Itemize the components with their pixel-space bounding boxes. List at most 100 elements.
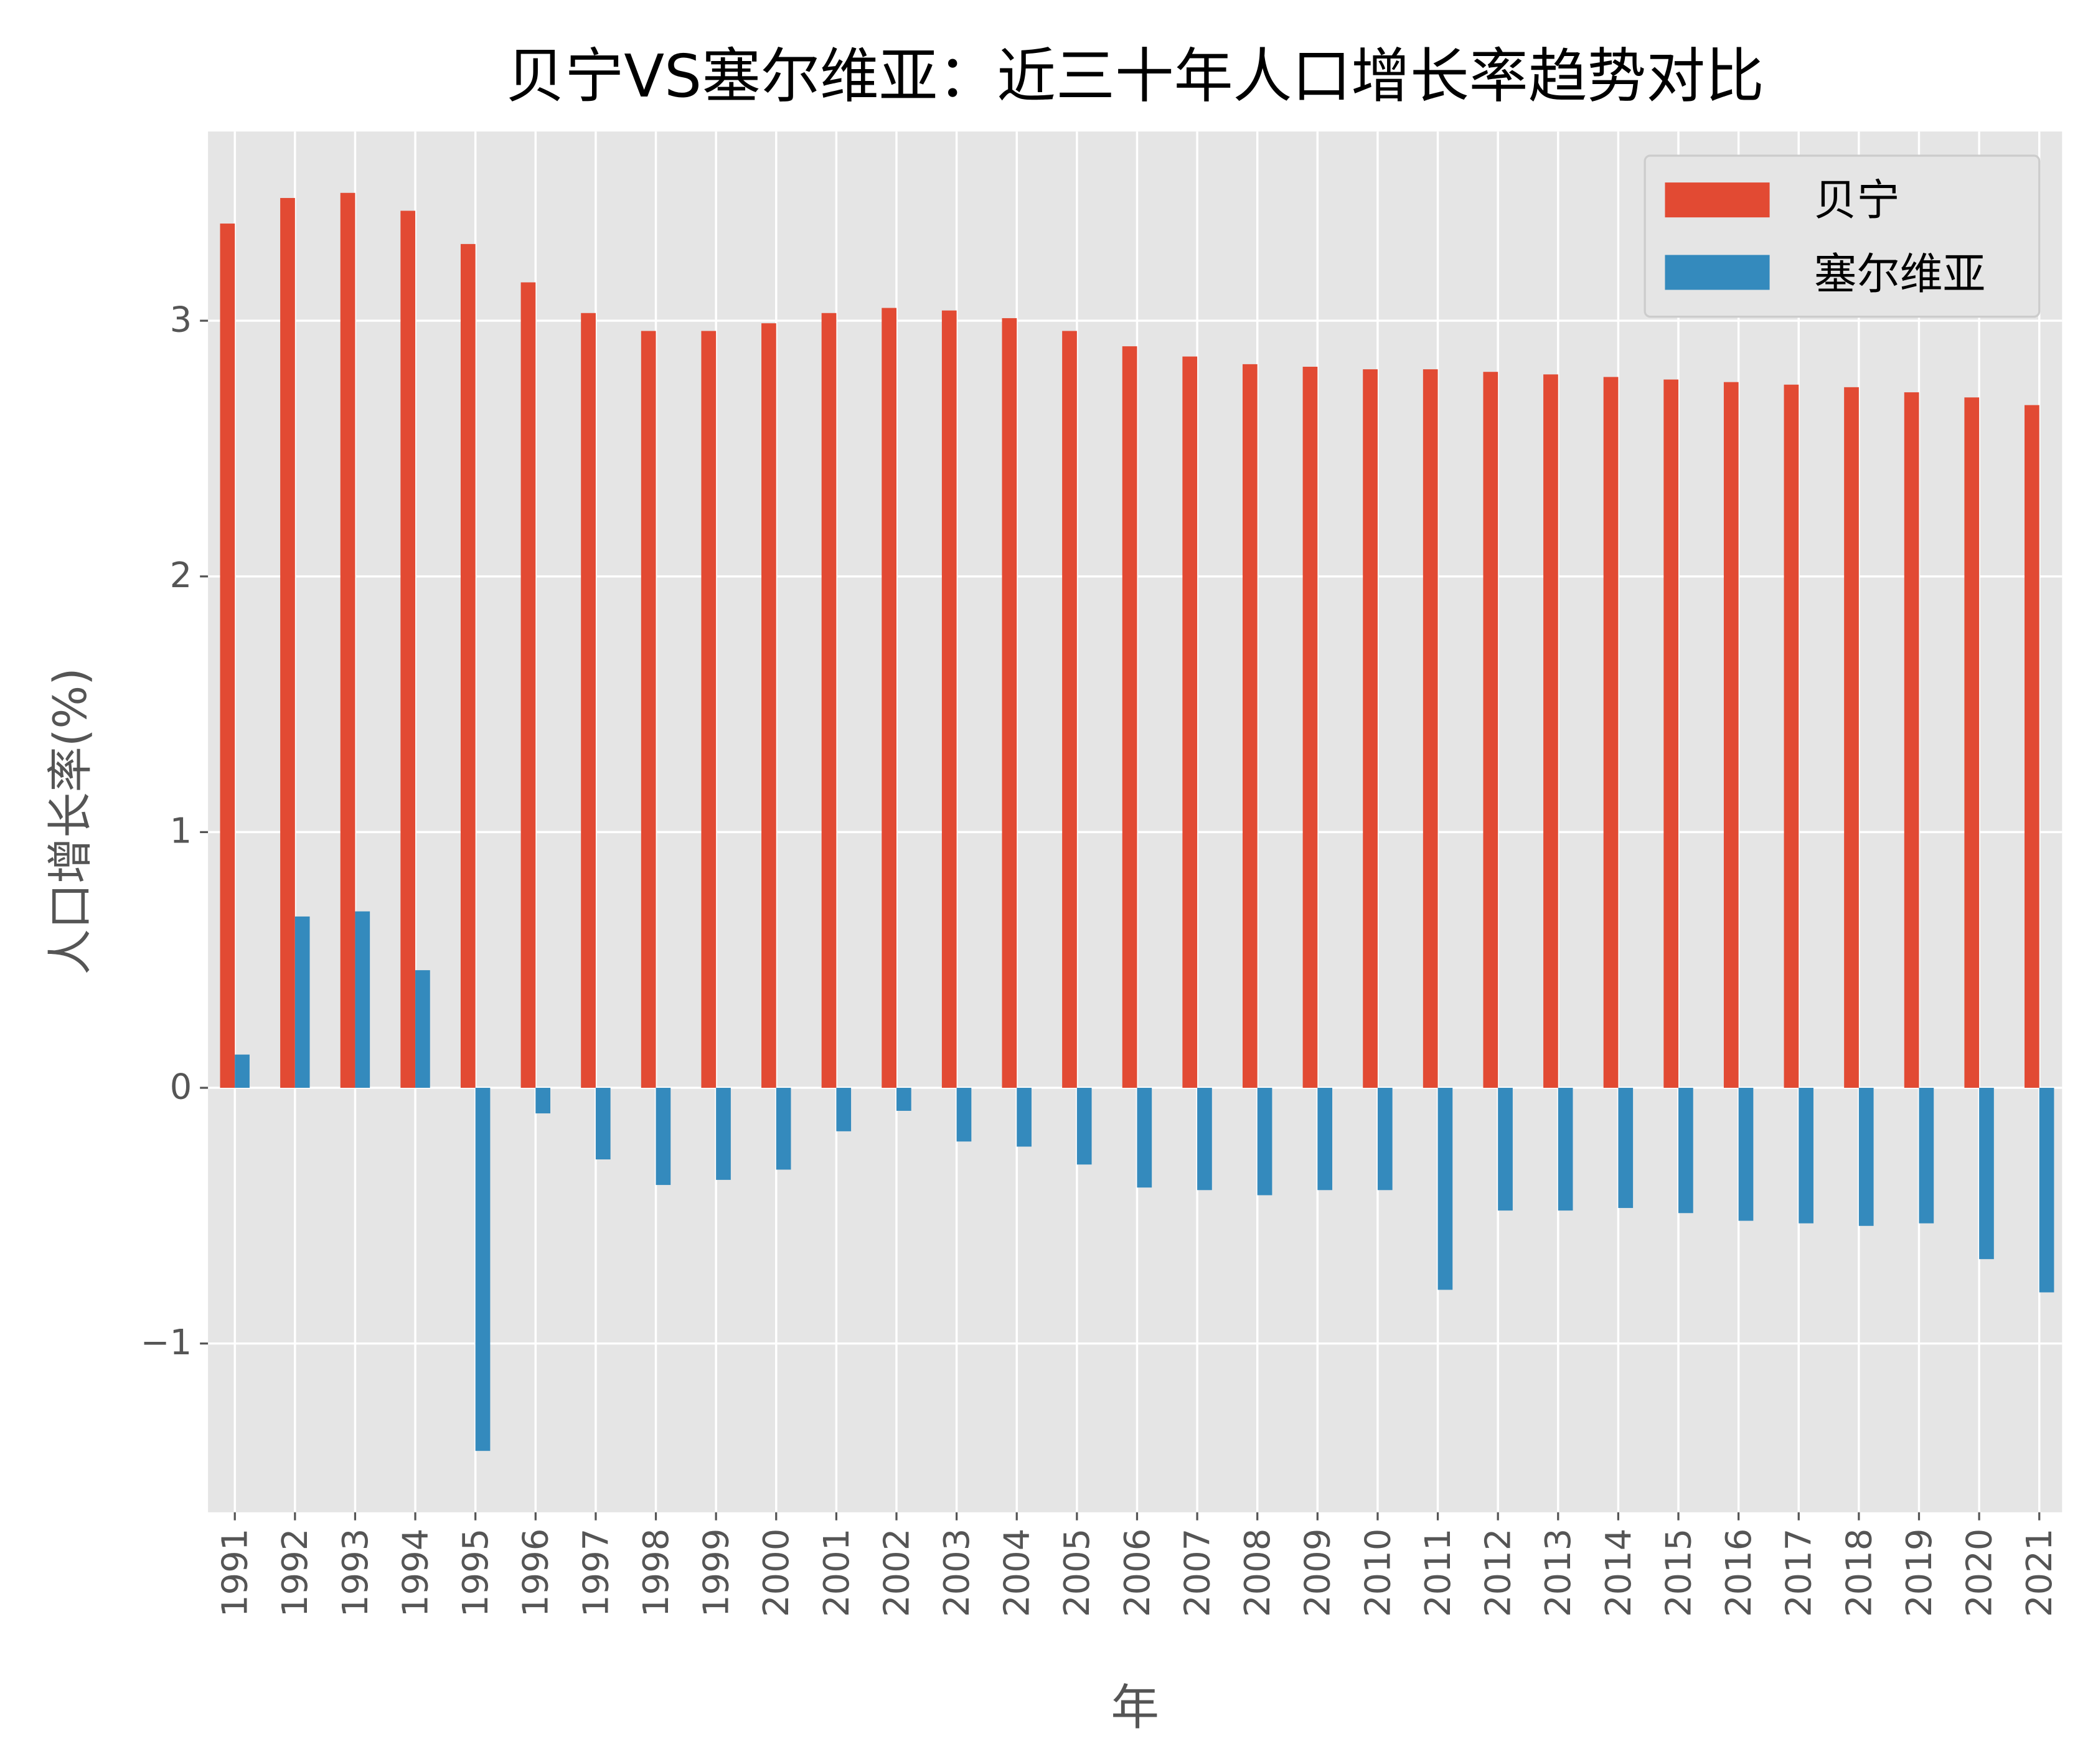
x-tick-label: 2010 (1358, 1529, 1398, 1618)
bar-benin-2000 (761, 323, 776, 1088)
x-tick-label: 2009 (1298, 1529, 1338, 1618)
x-tick-label: 2015 (1658, 1529, 1699, 1618)
x-tick-label: 1997 (576, 1529, 616, 1618)
x-tick-label: 1992 (275, 1529, 316, 1618)
bar-serbia-2019 (1919, 1088, 1934, 1224)
bar-benin-2013 (1543, 374, 1558, 1088)
bar-benin-2005 (1062, 331, 1077, 1088)
x-tick-label: 2021 (2020, 1529, 2060, 1618)
bar-benin-1995 (460, 243, 476, 1088)
bar-benin-1997 (581, 313, 596, 1088)
bar-benin-2016 (1723, 382, 1739, 1088)
bar-serbia-2010 (1377, 1088, 1393, 1191)
bar-benin-2001 (821, 313, 837, 1088)
y-tick-label: 3 (170, 300, 192, 340)
bar-serbia-2015 (1678, 1088, 1693, 1214)
bar-serbia-2016 (1738, 1088, 1754, 1221)
y-tick-label: 1 (170, 811, 192, 852)
x-tick-label: 1994 (395, 1529, 436, 1618)
bar-serbia-1997 (595, 1088, 611, 1160)
legend-swatch-serbia (1665, 255, 1770, 290)
x-tick-label: 2016 (1719, 1529, 1759, 1618)
bar-benin-2018 (1844, 387, 1859, 1088)
bar-serbia-2001 (836, 1088, 852, 1131)
bar-benin-2008 (1242, 364, 1258, 1088)
chart-title: 贝宁VS塞尔维亚：近三十年人口增长率趋势对比 (506, 42, 1764, 111)
bar-serbia-2011 (1437, 1088, 1453, 1290)
bar-benin-2012 (1483, 372, 1498, 1088)
bar-benin-2017 (1784, 384, 1799, 1088)
bar-benin-1991 (220, 224, 235, 1088)
bar-serbia-2002 (896, 1088, 911, 1111)
bar-serbia-1992 (294, 916, 310, 1088)
bar-serbia-1993 (355, 911, 370, 1088)
x-axis: 1991 1992 1993 1994 1995 1996 1997 1998 1999 2000… (215, 1512, 2060, 1618)
bar-serbia-2009 (1317, 1088, 1333, 1191)
x-tick-label: 2013 (1538, 1529, 1579, 1618)
legend: 贝宁 塞尔维亚 (1644, 154, 2041, 318)
bar-benin-2007 (1182, 356, 1198, 1088)
bar-serbia-2004 (1017, 1088, 1032, 1147)
x-tick-label: 2018 (1839, 1529, 1879, 1618)
bar-benin-2014 (1603, 377, 1619, 1088)
bars (220, 192, 2054, 1451)
bar-benin-2006 (1122, 346, 1137, 1088)
x-tick-label: 2020 (1959, 1529, 2000, 1618)
bar-serbia-1991 (235, 1054, 250, 1088)
bar-serbia-2014 (1618, 1088, 1634, 1209)
bar-serbia-1998 (656, 1088, 671, 1186)
bar-serbia-1995 (475, 1088, 491, 1451)
bar-benin-1999 (701, 331, 717, 1088)
y-tick-label: −1 (141, 1323, 192, 1363)
bar-serbia-2020 (1979, 1088, 1994, 1260)
x-tick-label: 2000 (756, 1529, 797, 1618)
bar-benin-2019 (1904, 392, 1919, 1088)
bar-serbia-2017 (1799, 1088, 1813, 1224)
bar-benin-2004 (1002, 318, 1017, 1088)
bar-benin-1994 (400, 210, 416, 1088)
x-tick-label: 1991 (215, 1529, 256, 1618)
bar-serbia-2006 (1137, 1088, 1152, 1188)
bar-benin-2011 (1423, 369, 1438, 1088)
y-tick-label: 2 (170, 555, 192, 596)
x-tick-label: 2007 (1177, 1529, 1218, 1618)
legend-label-serbia: 塞尔维亚 (1814, 249, 1986, 299)
x-tick-label: 2008 (1238, 1529, 1278, 1618)
bar-benin-1992 (280, 197, 295, 1088)
x-tick-label: 2001 (817, 1529, 857, 1618)
bar-serbia-1996 (535, 1088, 550, 1114)
bar-serbia-2005 (1076, 1088, 1092, 1165)
bar-benin-2020 (1964, 397, 1980, 1088)
bar-benin-2015 (1663, 379, 1679, 1088)
bar-benin-2003 (941, 310, 957, 1088)
bar-serbia-2013 (1558, 1088, 1573, 1211)
bar-benin-1993 (340, 192, 355, 1088)
x-tick-label: 2002 (877, 1529, 917, 1618)
bar-benin-2021 (2025, 405, 2039, 1088)
bar-serbia-2000 (776, 1088, 791, 1170)
x-tick-label: 2017 (1779, 1529, 1820, 1618)
bar-serbia-1999 (716, 1088, 731, 1180)
bar-benin-2002 (882, 308, 896, 1088)
x-tick-label: 2012 (1479, 1529, 1519, 1618)
bar-serbia-2018 (1858, 1088, 1874, 1226)
bar-benin-2009 (1302, 366, 1318, 1088)
bar-benin-1998 (641, 331, 656, 1088)
x-tick-label: 1993 (336, 1529, 376, 1618)
x-tick-label: 2003 (937, 1529, 977, 1618)
bar-benin-1996 (520, 282, 536, 1088)
bar-serbia-2012 (1498, 1088, 1513, 1211)
x-tick-label: 1999 (697, 1529, 737, 1618)
bar-serbia-2007 (1197, 1088, 1212, 1191)
x-tick-label: 1996 (516, 1529, 557, 1618)
x-axis-label: 年 (1111, 1680, 1159, 1736)
x-tick-label: 2005 (1057, 1529, 1098, 1618)
y-tick-label: 0 (170, 1067, 192, 1107)
x-tick-label: 2014 (1599, 1529, 1639, 1618)
bar-serbia-2003 (956, 1088, 972, 1142)
x-tick-label: 1998 (636, 1529, 677, 1618)
bar-serbia-2008 (1257, 1088, 1272, 1196)
bar-serbia-1994 (415, 970, 430, 1088)
y-axis-label: 人口增长率(%) (44, 667, 97, 974)
